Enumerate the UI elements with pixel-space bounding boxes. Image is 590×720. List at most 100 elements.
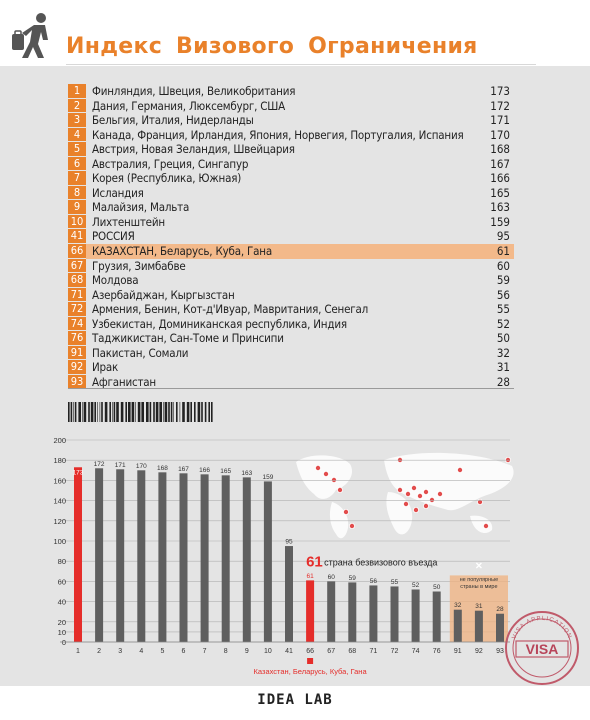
rank-cell: 71 [68,287,86,303]
value-cell: 173 [490,84,510,98]
countries-cell: КАЗАХСТАН, Беларусь, Куба, Гана [92,244,272,259]
countries-cell: Лихтенштейн [92,214,165,229]
x-tick-label: 92 [475,648,483,655]
y-tick-label: 60 [58,577,66,586]
value-cell: 31 [496,360,510,375]
y-tick-label: 120 [53,517,66,526]
bar-7 [200,474,209,642]
value-cell: 32 [496,345,510,360]
value-cell: 159 [490,214,510,229]
countries-cell: РОССИЯ [92,229,135,244]
bar-value-label: 171 [115,462,126,469]
y-tick-label: 100 [53,537,66,546]
countries-cell: Корея (Республика, Южная) [92,171,242,186]
bar-value-label: 163 [241,470,252,477]
bar-value-label: 168 [157,465,168,472]
bar-10 [263,481,272,642]
bar-value-label: 32 [454,602,462,609]
rank-cell: 91 [68,345,86,361]
rank-cell: 4 [68,127,86,143]
bar-9 [242,477,251,642]
rank-cell: 6 [68,156,86,172]
value-cell: 167 [490,156,510,171]
bar-5 [158,472,167,642]
bar-66 [306,580,315,642]
value-cell: 165 [490,185,510,200]
table-row: 9 Малайзия, Мальта 163 [68,200,514,215]
table-row: 1 Финляндия, Швеция, Великобритания 173 [68,84,514,99]
table-row: 8 Исландия 165 [68,185,514,201]
annotation-text: страна безвизового въезда [324,557,437,567]
stamp-text: VISA [526,641,559,657]
unpopular-box-label: не популярные страны в мире [459,577,499,591]
bar-67 [327,581,336,642]
x-tick-label: 10 [264,648,272,655]
y-tick-label: 10 [58,628,66,637]
countries-cell: Исландия [92,185,144,200]
cross-icon: × [475,558,482,572]
value-cell: 166 [490,171,510,186]
y-tick-label: 140 [53,497,66,506]
table-row: 74 Узбекистан, Доминиканская республика, … [68,316,514,332]
bar-74 [411,589,420,642]
y-tick-label: 180 [53,456,66,465]
bar-value-label: 56 [370,578,378,585]
value-cell: 168 [490,142,510,157]
countries-cell: Афганистан [92,374,157,389]
rank-cell: 41 [68,229,86,245]
value-cell: 55 [496,302,510,317]
countries-cell: Узбекистан, Доминиканская республика, Ин… [92,316,347,331]
x-tick-label: 4 [139,648,143,655]
table-row: 67 Грузия, Зимбабве 60 [68,258,514,274]
rank-cell: 8 [68,185,86,201]
bar-1 [74,467,82,642]
countries-cell: Азербайджан, Кыргызстан [92,287,235,302]
unpopular-box-label-wrap: не популярные страны в мире [459,577,499,591]
x-tick-label: 91 [454,648,462,655]
x-tick-label: 2 [97,648,101,655]
rank-cell: 3 [68,113,86,128]
visa-stamp-icon: VISA VISA APPLICATION [505,611,579,685]
x-tick-label: 71 [370,648,378,655]
table-row: 76 Таджикистан, Сан-Томе и Принсипи 50 [68,331,514,346]
x-tick-label: 3 [118,648,122,655]
table-row: 2 Дания, Германия, Люксембург, США 172 [68,98,514,114]
x-tick-label: 68 [348,648,356,655]
countries-cell: Пакистан, Сомали [92,345,189,360]
x-tick-label: 76 [433,648,441,655]
y-tick-label: 0 [62,638,66,647]
rank-cell: 67 [68,258,86,274]
bar-value-label: 173 [73,469,84,476]
highlight-marker [307,658,314,664]
countries-cell: Малайзия, Мальта [92,200,190,215]
highlight-bottom-label: Казахстан, Беларусь, Куба, Гана [254,667,368,676]
bar-4 [137,470,146,642]
annotation-value: 61 [306,553,323,570]
rank-cell: 92 [68,360,86,375]
rank-cell: 1 [68,84,86,99]
bar-41 [285,546,293,642]
countries-cell: Дания, Германия, Люксембург, США [92,98,286,113]
x-tick-label: 74 [412,648,420,655]
rank-cell: 9 [68,200,86,215]
table-row: 72 Армения, Бенин, Кот-д'Ивуар, Мавритани… [68,302,514,317]
table-row: 92 Ирак 31 [68,360,514,375]
rank-cell: 10 [68,214,86,230]
countries-cell: Ирак [92,360,119,375]
x-tick-label: 8 [224,648,228,655]
ranking-table: 1 Финляндия, Швеция, Великобритания 173 2 Да… [68,84,514,390]
table-row: 6 Австралия, Греция, Сингапур 167 [68,156,514,172]
countries-cell: Финляндия, Швеция, Великобритания [92,84,296,98]
bar-value-label: 61 [306,573,314,580]
countries-cell: Канада, Франция, Ирландия, Япония, Норве… [92,127,464,142]
value-cell: 52 [496,316,510,331]
table-divider [68,388,514,389]
bar-value-label: 172 [94,461,105,468]
bar-76 [432,591,441,642]
countries-cell: Таджикистан, Сан-Томе и Принсипи [92,331,284,346]
value-cell: 28 [496,374,510,389]
value-cell: 59 [496,273,510,288]
bar-value-label: 31 [475,603,483,610]
bar-71 [369,585,378,642]
